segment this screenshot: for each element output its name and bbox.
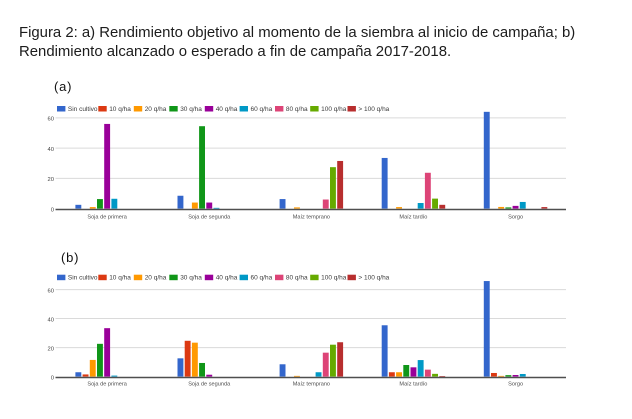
svg-text:Soja de primera: Soja de primera: [87, 215, 127, 221]
svg-text:40: 40: [48, 317, 54, 323]
svg-text:20 q/ha: 20 q/ha: [145, 106, 167, 113]
svg-text:60: 60: [48, 288, 54, 294]
svg-text:Sorgo: Sorgo: [508, 382, 523, 388]
svg-text:> 100 q/ha: > 100 q/ha: [358, 106, 389, 113]
svg-text:> 100 q/ha: > 100 q/ha: [358, 275, 389, 282]
svg-text:20: 20: [48, 346, 54, 352]
svg-text:30 q/ha: 30 q/ha: [180, 106, 202, 113]
svg-text:20 q/ha: 20 q/ha: [145, 275, 167, 282]
svg-text:60 q/ha: 60 q/ha: [251, 106, 273, 113]
svg-text:40 q/ha: 40 q/ha: [216, 275, 238, 282]
svg-text:80 q/ha: 80 q/ha: [286, 106, 308, 113]
svg-text:Sin cultivo: Sin cultivo: [68, 106, 98, 113]
svg-text:10 q/ha: 10 q/ha: [109, 106, 131, 113]
svg-text:40: 40: [48, 147, 54, 153]
svg-text:Sorgo: Sorgo: [508, 215, 523, 221]
svg-text:Soja de segunda: Soja de segunda: [188, 215, 231, 221]
svg-text:Maíz temprano: Maíz temprano: [293, 382, 330, 388]
svg-text:Maíz temprano: Maíz temprano: [293, 215, 330, 221]
svg-text:0: 0: [51, 375, 54, 381]
svg-text:Soja de segunda: Soja de segunda: [188, 382, 231, 388]
svg-text:Soja de primera: Soja de primera: [87, 382, 127, 388]
svg-text:80 q/ha: 80 q/ha: [286, 275, 308, 282]
svg-text:0: 0: [51, 207, 54, 213]
svg-text:40 q/ha: 40 q/ha: [216, 106, 238, 113]
svg-text:100 q/ha: 100 q/ha: [321, 275, 347, 282]
svg-text:30 q/ha: 30 q/ha: [180, 275, 202, 282]
svg-text:10 q/ha: 10 q/ha: [109, 275, 131, 282]
svg-text:100 q/ha: 100 q/ha: [321, 106, 347, 113]
svg-text:Maíz tardío: Maíz tardío: [399, 382, 427, 388]
svg-text:60 q/ha: 60 q/ha: [251, 275, 273, 282]
svg-text:60: 60: [48, 117, 54, 123]
svg-text:Maíz tardío: Maíz tardío: [399, 215, 427, 221]
svg-text:Sin cultivo: Sin cultivo: [68, 275, 98, 282]
svg-text:20: 20: [48, 177, 54, 183]
